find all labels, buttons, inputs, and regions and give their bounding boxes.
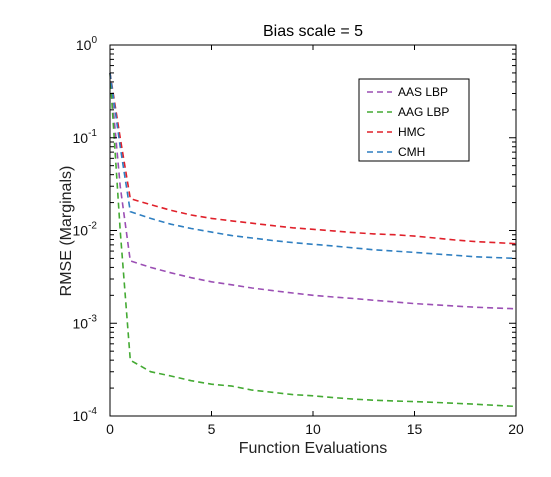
plot-series — [109, 72, 517, 408]
legend-label-3: CMH — [398, 145, 425, 159]
y-tick-base: 10 — [76, 37, 92, 53]
series-line-0 — [109, 72, 517, 310]
y-axis-label: RMSE (Marginals) — [58, 166, 75, 297]
y-tick-base: 10 — [73, 408, 89, 424]
y-tick-label: 10-2 — [73, 221, 98, 239]
y-tick-exponent: -3 — [88, 313, 97, 324]
legend: AAS LBP AAG LBP HMC CMH — [358, 78, 470, 162]
y-tick-label: 10-3 — [73, 313, 98, 331]
legend-label-2: HMC — [398, 125, 426, 139]
x-axis: 0 5 10 15 20 — [106, 45, 524, 437]
y-tick-label: 10-4 — [73, 406, 98, 424]
y-tick-base: 10 — [73, 130, 89, 146]
y-tick-base: 10 — [73, 315, 89, 331]
y-tick-base: 10 — [73, 223, 89, 239]
series-line-3 — [109, 72, 517, 260]
y-tick-label: 10-1 — [73, 128, 98, 146]
x-tick-label: 5 — [208, 421, 216, 437]
x-axis-label: Function Evaluations — [239, 440, 388, 457]
y-tick-exponent: -4 — [88, 406, 97, 417]
y-tick-exponent: -1 — [88, 128, 97, 139]
x-tick-label: 0 — [106, 421, 114, 437]
x-tick-label: 20 — [508, 421, 524, 437]
legend-label-0: AAS LBP — [398, 85, 448, 99]
y-tick-exponent: -2 — [88, 221, 97, 232]
legend-label-1: AAG LBP — [398, 105, 449, 119]
x-tick-label: 10 — [305, 421, 321, 437]
series-line-2 — [109, 72, 517, 245]
x-tick-label: 15 — [407, 421, 423, 437]
y-tick-exponent: 0 — [91, 35, 97, 46]
chart-title: Bias scale = 5 — [263, 23, 363, 40]
y-tick-label: 100 — [76, 35, 98, 53]
series-line-1 — [109, 72, 517, 408]
